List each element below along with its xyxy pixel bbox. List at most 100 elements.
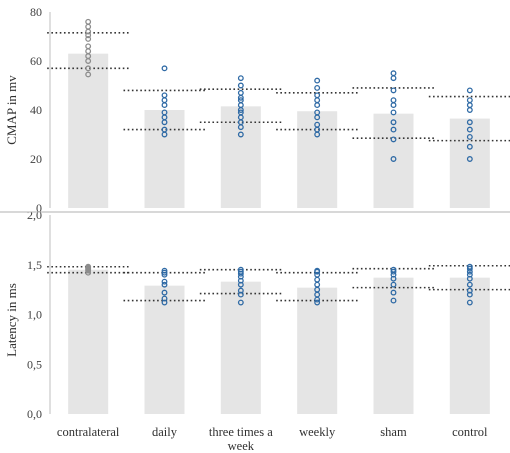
- data-point: [466, 133, 473, 140]
- cmap-panel: 0 20 40 60 80 CMAP in mv: [4, 5, 510, 215]
- data-point: [161, 289, 168, 296]
- x-tick-label-line: sham: [380, 425, 407, 439]
- data-point: [85, 23, 92, 30]
- data-point: [314, 84, 321, 91]
- bar: [297, 287, 338, 414]
- data-point: [390, 102, 397, 109]
- data-point: [314, 92, 321, 99]
- data-point: [237, 268, 244, 275]
- data-point: [466, 287, 473, 294]
- data-point: [237, 299, 244, 306]
- bar: [68, 53, 109, 209]
- data-point: [466, 299, 473, 306]
- data-point: [161, 102, 168, 109]
- data-point: [161, 92, 168, 99]
- data-point: [466, 281, 473, 288]
- data-point: [85, 18, 92, 25]
- x-tick-label-line: control: [452, 425, 488, 439]
- data-point: [237, 89, 244, 96]
- data-point: [390, 281, 397, 288]
- data-point: [466, 87, 473, 94]
- data-point: [390, 75, 397, 82]
- y-tick-label: 20: [30, 152, 42, 166]
- x-tick-label: sham: [380, 425, 407, 439]
- bar: [144, 110, 185, 208]
- data-point: [466, 119, 473, 126]
- data-point: [466, 265, 473, 272]
- y-tick-label: 40: [30, 103, 42, 117]
- data-point: [161, 109, 168, 116]
- data-point: [314, 77, 321, 84]
- data-point: [85, 32, 92, 39]
- data-point: [85, 36, 92, 42]
- bar: [373, 277, 414, 414]
- x-tick-label: three times a week: [209, 425, 273, 453]
- data-point: [237, 266, 244, 273]
- x-tick-label: daily: [152, 425, 178, 439]
- data-point: [390, 266, 397, 273]
- bar: [220, 281, 261, 414]
- data-point: [390, 156, 397, 162]
- data-point: [85, 65, 92, 72]
- data-point: [390, 297, 397, 304]
- data-point: [85, 71, 92, 78]
- data-point: [237, 287, 244, 294]
- bar: [449, 277, 490, 414]
- x-tick-label-line: three times a: [209, 425, 273, 439]
- data-point: [390, 268, 397, 275]
- data-point: [237, 109, 244, 116]
- y-tick-label: 1,5: [27, 258, 42, 272]
- y-axis-title: CMAP in mv: [4, 75, 19, 145]
- category-axis: contralateral daily three times a week weekl…: [57, 425, 488, 453]
- data-point: [390, 289, 397, 296]
- y-tick-label: 60: [30, 54, 42, 68]
- data-point: [237, 75, 244, 82]
- data-point: [314, 281, 321, 288]
- x-tick-label: weekly: [299, 425, 336, 439]
- data-point: [466, 102, 473, 109]
- data-point: [314, 267, 321, 274]
- data-point: [466, 143, 473, 150]
- y-tick-label: 80: [30, 5, 42, 19]
- data-point: [390, 136, 397, 143]
- data-point: [314, 97, 321, 104]
- bar: [68, 269, 109, 414]
- data-point: [314, 109, 321, 116]
- data-point: [314, 276, 321, 283]
- data-point: [466, 263, 473, 270]
- x-tick-label-line: contralateral: [57, 425, 120, 439]
- y-tick-label: 0,5: [27, 357, 42, 371]
- y-tick-label: 0: [36, 201, 42, 215]
- data-point: [466, 156, 473, 162]
- data-point: [237, 131, 244, 138]
- x-tick-label: control: [452, 425, 488, 439]
- data-point: [390, 126, 397, 133]
- data-point: [85, 43, 92, 50]
- data-point: [161, 65, 168, 72]
- data-point: [161, 281, 168, 288]
- data-point: [466, 97, 473, 104]
- x-tick-label: contralateral: [57, 425, 120, 439]
- data-point: [161, 97, 168, 104]
- data-point: [466, 126, 473, 133]
- data-point: [85, 263, 92, 270]
- bar: [449, 118, 490, 208]
- data-point: [161, 267, 168, 274]
- data-point: [237, 82, 244, 89]
- data-point: [390, 109, 397, 116]
- data-point: [390, 70, 397, 77]
- data-point: [314, 121, 321, 128]
- data-point: [466, 107, 473, 113]
- latency-panel: 0,0 0,5 1,0 1,5 2,0 Latency in ms: [4, 208, 510, 421]
- x-tick-label-line: weekly: [299, 425, 336, 439]
- y-axis-title: Latency in ms: [4, 283, 19, 357]
- y-tick-label: 2,0: [27, 208, 42, 222]
- data-point: [390, 87, 397, 94]
- y-tick-label: 0,0: [27, 407, 42, 421]
- x-tick-label-line: week: [228, 439, 255, 453]
- data-point: [237, 97, 244, 104]
- data-point: [161, 278, 168, 285]
- bar: [297, 111, 338, 208]
- data-point: [314, 299, 321, 306]
